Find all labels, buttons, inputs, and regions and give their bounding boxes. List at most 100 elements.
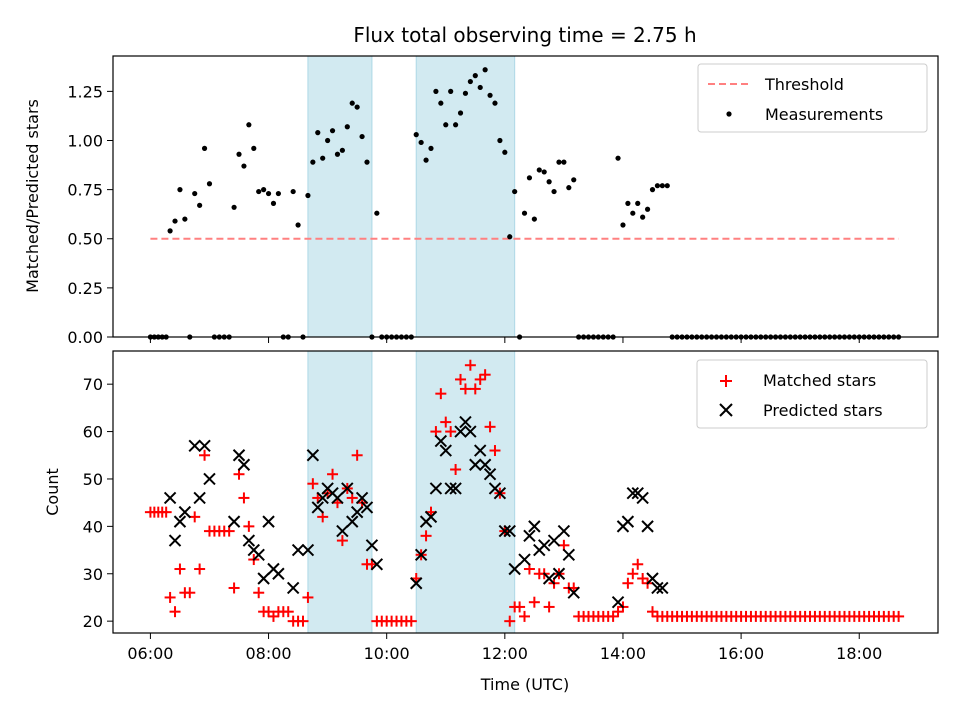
matched-point-40 <box>336 535 348 547</box>
matched-point-61 <box>440 416 452 428</box>
top-ytick-label-2: 0.50 <box>67 230 103 249</box>
measurement-point-60 <box>438 100 444 106</box>
measurement-point-47 <box>374 210 380 216</box>
measurement-point-75 <box>512 188 518 195</box>
predicted-point-0 <box>163 491 177 505</box>
legend-predicted-swatch <box>719 403 733 417</box>
predicted-point-5 <box>193 491 206 505</box>
measurement-point-84 <box>556 159 562 165</box>
bottom-y-ticks: 20 30 40 50 60 70 <box>83 375 113 631</box>
predicted-point-41 <box>439 444 452 457</box>
legend-threshold-label: Threshold <box>764 75 844 94</box>
matched-point-5 <box>164 591 176 603</box>
measurement-point-56 <box>418 139 424 146</box>
matched-point-9 <box>184 587 196 599</box>
measurement-point-66 <box>467 78 473 85</box>
matched-point-6 <box>169 606 181 618</box>
measurement-point-19 <box>236 151 242 157</box>
top-ytick-label-5: 1.25 <box>67 82 103 101</box>
matched-point-20 <box>238 492 250 504</box>
predicted-point-67 <box>611 595 625 609</box>
matched-point-62 <box>445 426 457 438</box>
matched-point-100 <box>632 558 644 570</box>
top-shade-1 <box>415 55 516 338</box>
measurement-point-71 <box>492 100 498 106</box>
predicted-point-54 <box>503 524 516 538</box>
bottom-ytick-label-0: 20 <box>83 612 103 631</box>
measurement-point-37 <box>325 137 331 144</box>
matched-point-11 <box>194 563 206 575</box>
measurement-point-12 <box>201 145 208 151</box>
predicted-point-11 <box>242 534 256 547</box>
predicted-point-46 <box>464 425 477 438</box>
measurement-point-6 <box>172 218 178 224</box>
measurement-point-97 <box>620 222 626 228</box>
matched-point-77 <box>519 610 531 622</box>
measurement-point-77 <box>521 210 528 216</box>
bottom-xtick-label-1: 08:00 <box>245 644 291 663</box>
bottom-panel: 20 30 40 50 60 70 06:00 08:00 10:00 12:00 14:00 16… <box>43 350 939 694</box>
bottom-ytick-label-4: 60 <box>83 423 103 442</box>
top-x-ticks <box>149 337 860 343</box>
predicted-point-17 <box>272 567 285 580</box>
top-ytick-label-1: 0.25 <box>67 279 103 298</box>
legend-measurements-swatch <box>726 111 732 117</box>
measurement-point-64 <box>457 110 464 116</box>
matched-point-95 <box>607 610 619 622</box>
matched-point-26 <box>267 610 279 622</box>
predicted-point-60 <box>537 539 551 552</box>
predicted-point-55 <box>508 562 521 576</box>
bottom-ytick-label-2: 40 <box>83 517 103 536</box>
matched-point-65 <box>459 383 471 395</box>
top-y-axis-label: Matched/Predicted stars <box>23 99 42 293</box>
measurement-point-106 <box>664 183 670 189</box>
measurement-point-81 <box>541 169 547 175</box>
measurement-point-104 <box>654 183 661 189</box>
measurement-point-38 <box>329 128 336 134</box>
matched-point-32 <box>297 615 309 627</box>
predicted-point-21 <box>306 449 320 462</box>
matched-point-103 <box>646 606 658 618</box>
predicted-point-63 <box>552 567 566 580</box>
measurement-point-35 <box>315 130 321 136</box>
predicted-point-70 <box>626 486 640 500</box>
top-y-ticks: 0.00 0.25 0.50 0.75 1.00 1.25 <box>67 82 113 347</box>
measurement-point-21 <box>246 122 252 128</box>
predicted-point-49 <box>478 458 492 471</box>
matched-point-18 <box>228 582 240 594</box>
measurement-point-99 <box>630 210 636 216</box>
measurement-point-11 <box>197 202 203 208</box>
matched-point-101 <box>637 572 649 584</box>
bottom-x-ticks: 06:00 08:00 10:00 12:00 14:00 16:00 18:00 <box>127 633 882 663</box>
predicted-point-22 <box>311 501 324 514</box>
bottom-y-axis-label: Count <box>43 468 62 516</box>
matched-point-10 <box>189 511 201 523</box>
measurement-point-63 <box>453 122 459 128</box>
bottom-xtick-label-4: 14:00 <box>600 644 646 663</box>
predicted-point-62 <box>547 534 561 547</box>
bottom-axes-frame <box>112 350 939 634</box>
predicted-point-57 <box>523 529 536 543</box>
measurement-point-68 <box>477 84 483 91</box>
matched-point-23 <box>253 587 265 599</box>
bottom-ytick-label-3: 50 <box>83 470 103 489</box>
predicted-point-74 <box>646 572 659 585</box>
predicted-point-44 <box>454 425 467 438</box>
measurement-point-39 <box>334 151 341 157</box>
predicted-point-19 <box>291 543 305 557</box>
top-panel: 0.00 0.25 0.50 0.75 1.00 1.25 Matched/Predict… <box>23 55 939 347</box>
predicted-point-64 <box>557 524 571 538</box>
measurement-point-33 <box>305 192 311 199</box>
bottom-legend-box <box>696 359 928 429</box>
measurement-point-59 <box>433 88 439 94</box>
predicted-point-13 <box>252 548 265 562</box>
measurement-point-45 <box>364 159 370 165</box>
measurement-point-80 <box>536 167 542 173</box>
chart-title: Flux total observing time = 2.75 h <box>353 23 696 47</box>
predicted-point-75 <box>651 581 664 595</box>
matched-point-66 <box>464 359 476 371</box>
predicted-point-47 <box>469 458 482 471</box>
predicted-point-43 <box>449 482 462 495</box>
measurement-point-44 <box>359 133 365 140</box>
